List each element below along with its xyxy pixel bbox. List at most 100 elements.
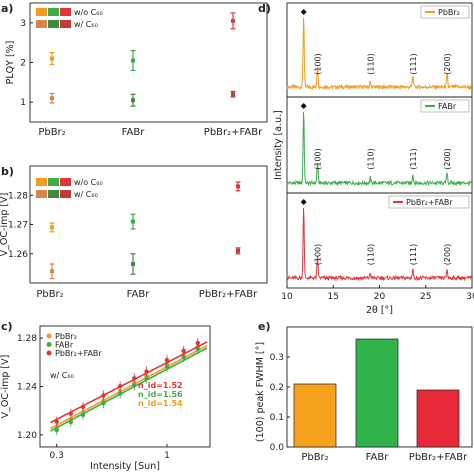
- x-category-label: PbBr₂+FABr: [409, 452, 468, 463]
- y-tick-label: 1.24: [17, 383, 37, 393]
- fit-line: [50, 341, 208, 424]
- x-tick-label: 1: [164, 451, 170, 461]
- data-point: [164, 364, 170, 369]
- x-axis-label: Intensity [Sun]: [90, 461, 160, 472]
- data-point: [181, 354, 186, 360]
- legend-w-swatch: [48, 190, 59, 198]
- legend-label: w/ C₆₀: [74, 190, 98, 199]
- x-tick-label: 0.3: [50, 451, 64, 461]
- data-point: [144, 369, 149, 374]
- peak-label: (110): [366, 148, 375, 170]
- legend-wo-swatch: [36, 8, 47, 16]
- peak-label: (110): [366, 53, 375, 75]
- y-axis-label: V_OC-imp [V]: [0, 193, 10, 257]
- data-point: [50, 225, 54, 230]
- panel-c-label: c): [1, 320, 13, 333]
- y-tick-label: 3: [20, 19, 26, 29]
- panel-d: d) PbBr₂ (100) (110) (111) (200) FABr (100) (110…: [258, 2, 474, 316]
- legend-label: PbBr₂: [55, 332, 77, 341]
- phase-marker: [300, 103, 307, 109]
- annotation: w/ C₆₀: [50, 371, 74, 380]
- legend-w-swatch: [36, 190, 47, 198]
- panel-e: e) 0.0 0.1 0.2 0.3 (100) peak FWHM [°] PbBr₂ FA…: [255, 320, 473, 463]
- y-tick-label: 1: [20, 98, 26, 108]
- xrd-pattern: [286, 207, 473, 282]
- legend-wo-swatch: [48, 8, 59, 16]
- legend-box: [420, 99, 470, 113]
- x-category-label: PbBr₂: [38, 127, 65, 138]
- x-tick-label: 25: [420, 292, 431, 302]
- legend-wo-swatch: [48, 178, 59, 186]
- y-axis-label: V_OC-imp [V]: [0, 355, 11, 419]
- n-id-label: n_id=1.56: [138, 390, 183, 399]
- fit-line: [50, 347, 208, 432]
- data-point: [132, 383, 137, 388]
- data-point: [50, 96, 54, 101]
- y-tick-label: 1.28: [8, 191, 28, 201]
- y-axis-label: Intensity [a.u.]: [273, 110, 284, 180]
- peak-label: (111): [409, 244, 418, 266]
- x-category-label: FABr: [366, 452, 390, 463]
- legend-wo-swatch: [60, 8, 71, 16]
- y-axis-label: (100) peak FWHM [°]: [255, 342, 266, 442]
- y-tick-label: 1.28: [17, 334, 37, 344]
- x-category-label: PbBr₂+FABr: [199, 289, 258, 300]
- data-point: [131, 98, 135, 103]
- legend-label: PbBr₂+FABr: [55, 349, 102, 358]
- x-category-label: PbBr₂: [301, 452, 328, 463]
- peak-label: (111): [409, 148, 418, 170]
- data-point: [236, 248, 240, 253]
- fit-line: [50, 344, 208, 430]
- peak-label: (110): [366, 244, 375, 266]
- y-tick-label: 2: [20, 59, 26, 69]
- bar: [355, 338, 399, 448]
- legend-marker: [46, 342, 52, 347]
- panel-a-label: a): [1, 2, 13, 15]
- legend-marker: [46, 350, 52, 356]
- bar: [293, 383, 337, 448]
- data-point: [131, 58, 135, 63]
- legend-label: FABr: [438, 102, 457, 111]
- n-id-label: n_id=1.54: [138, 399, 183, 408]
- x-tick-label: 15: [328, 292, 339, 302]
- data-point: [231, 18, 235, 23]
- legend-w-swatch: [36, 20, 47, 28]
- y-axis-label: PLQY [%]: [5, 41, 16, 85]
- data-point: [50, 269, 54, 274]
- data-point: [50, 56, 54, 61]
- y-tick-label: 0.1: [270, 413, 284, 423]
- phase-marker: [300, 199, 307, 205]
- panel-c: c) 1.20 1.24 1.28 0.3 1 Intensity [Sun] V_OC-im…: [0, 320, 211, 472]
- legend-label: w/o C₆₀: [74, 8, 103, 17]
- peak-label: (111): [409, 53, 418, 75]
- data-point: [132, 376, 137, 381]
- data-point: [131, 261, 135, 266]
- x-category-label: FABr: [122, 127, 146, 138]
- x-category-label: PbBr₂: [36, 289, 63, 300]
- data-point: [68, 411, 74, 416]
- y-tick-label: 1.20: [17, 431, 37, 441]
- x-category-label: FABr: [127, 289, 151, 300]
- data-point: [54, 419, 59, 424]
- bar: [416, 389, 460, 448]
- legend-label: FABr: [55, 341, 74, 350]
- data-point: [101, 393, 106, 398]
- legend-marker: [46, 333, 52, 339]
- xrd-pattern: [286, 17, 473, 91]
- x-tick-label: 20: [374, 292, 386, 302]
- data-point: [181, 348, 186, 354]
- data-point: [164, 357, 170, 363]
- x-axis-label: 2θ [°]: [366, 305, 393, 316]
- x-tick-label: 30: [466, 292, 474, 302]
- panel-a: a) 1 2 3 PLQY [%] PbBr₂ FABr PbBr₂+FABr w/o C₆₀ w…: [1, 2, 268, 138]
- legend-label: w/ C₆₀: [74, 20, 98, 29]
- panel-d-label: d): [258, 2, 271, 15]
- legend-w-swatch: [48, 20, 59, 28]
- legend-box: [420, 5, 470, 19]
- n-id-label: n_id=1.52: [138, 381, 183, 390]
- data-point: [80, 412, 86, 418]
- data-point: [68, 419, 74, 425]
- panel-e-label: e): [258, 320, 271, 333]
- peak-label: (100): [314, 53, 323, 75]
